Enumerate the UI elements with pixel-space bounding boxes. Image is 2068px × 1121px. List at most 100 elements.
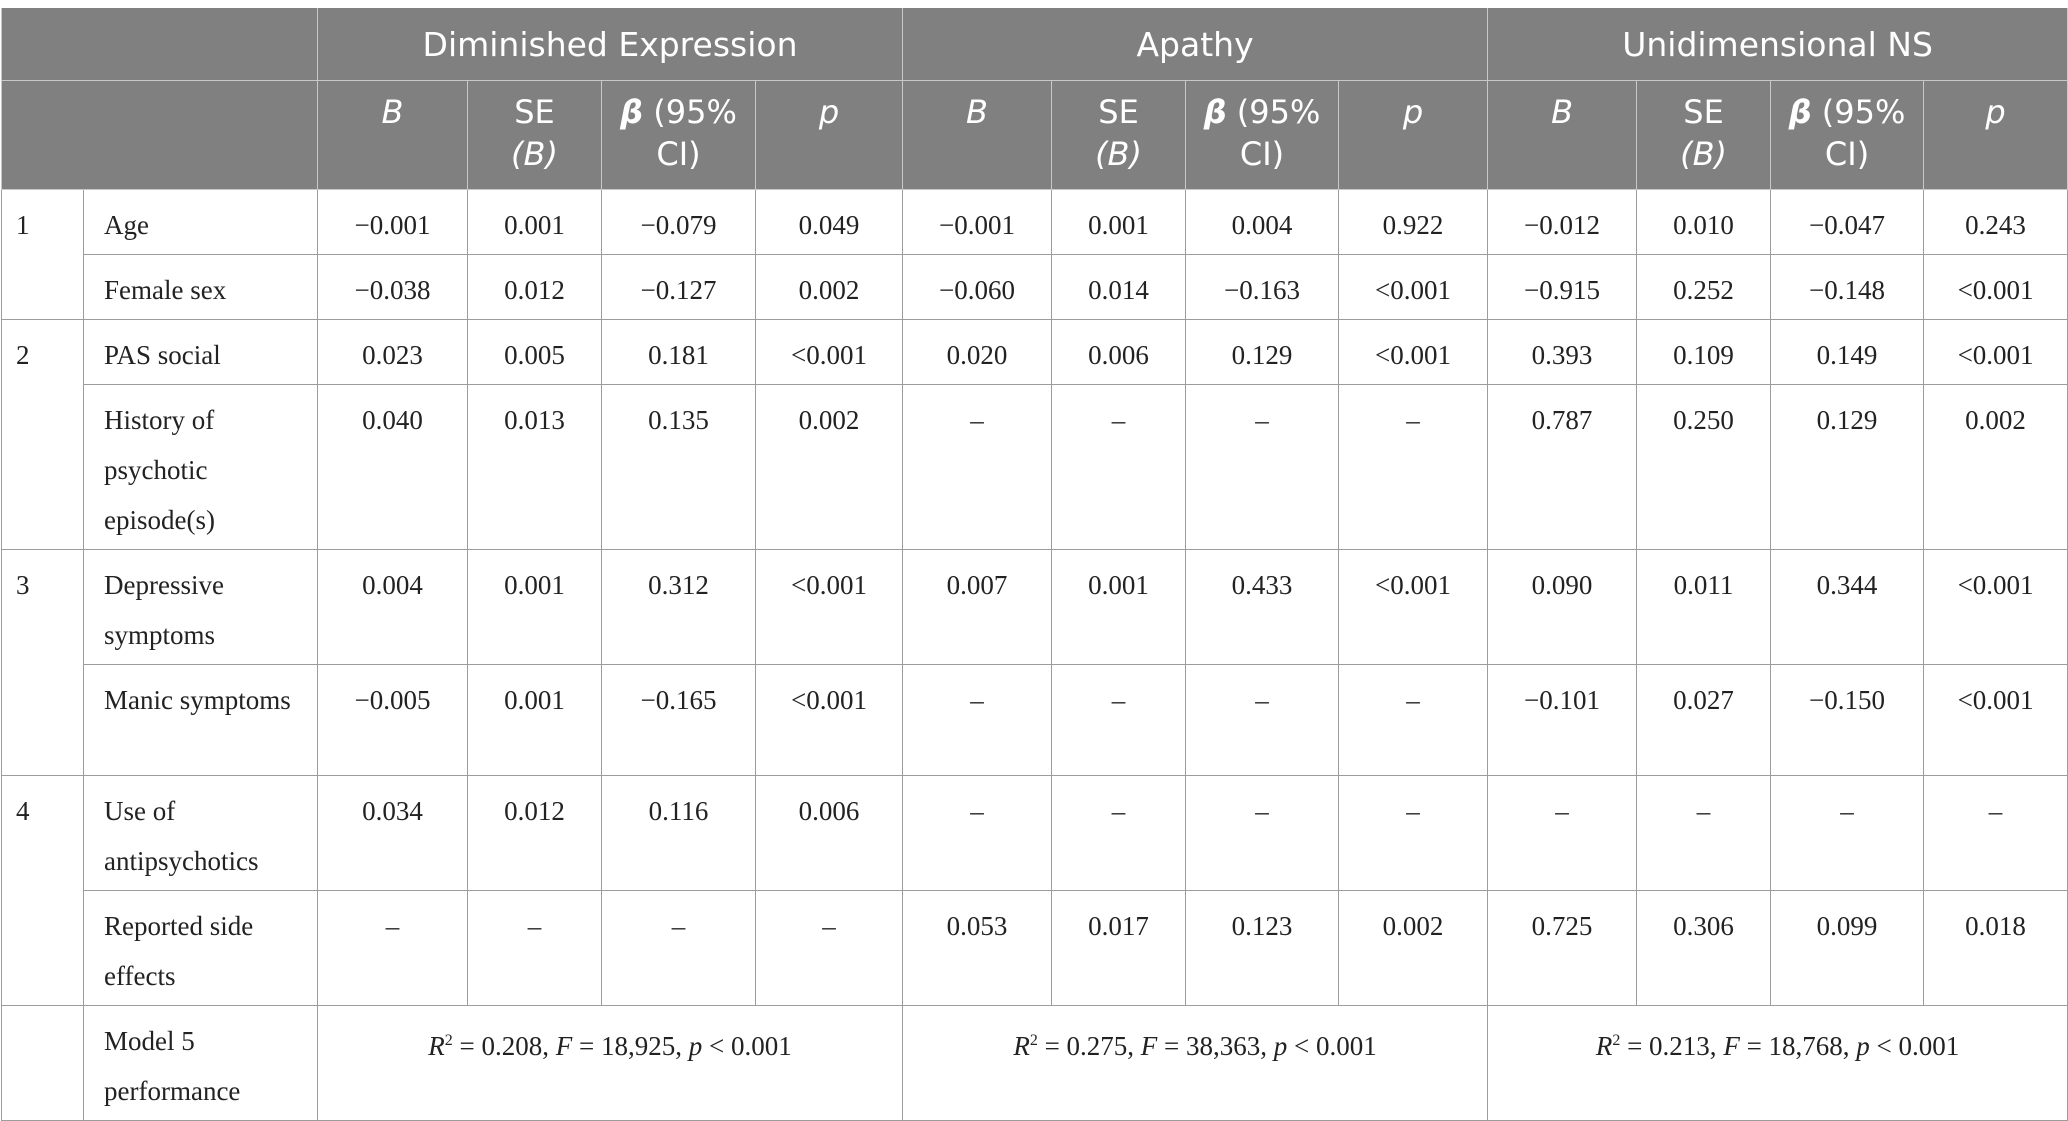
f-value: = 38,363, [1157,1031,1274,1061]
predictor-label: Age [83,189,318,255]
value-cell: 0.012 [467,254,602,320]
predictor-label: Manic symptoms [83,664,318,776]
value-cell: 0.393 [1487,319,1638,385]
column-header-row: B SE (B) β (95% CI) p B SE (B) β (95% CI) p B SE (B) β … [1,80,2068,190]
p-value: < 0.001 [1869,1031,1960,1061]
value-cell: 0.250 [1636,384,1772,550]
predictor-label: Female sex [83,254,318,320]
value-cell: <0.001 [1923,664,2068,776]
table-row: 4 Use of antipsychotics 0.034 0.012 0.116 0.0… [1,775,2068,1006]
r-letter: R [1013,1031,1030,1061]
p-letter: p [1856,1031,1870,1061]
step-number: 3 [1,549,84,776]
f-value: = 18,768, [1739,1031,1857,1061]
value-cell: – [1923,775,2068,891]
predictor-label: PAS social [83,319,318,385]
value-cell: – [902,664,1053,776]
value-cell: 0.017 [1051,890,1187,1006]
col-beta-symbol: β [1788,93,1812,131]
model-fit-stats: R2 = 0.208, F = 18,925, p < 0.001 [316,1005,904,1121]
subheader-blank [1,80,318,190]
table-row: 1 Age −0.001 0.001 −0.079 0.049 −0.001 0.001 0.0… [1,189,2068,320]
value-cell: 0.129 [1770,384,1925,550]
col-p-label: p [1985,93,2006,131]
value-cell: 0.312 [601,549,756,665]
value-cell: – [902,384,1053,550]
value-cell: 0.252 [1636,254,1772,320]
value-cell: 0.001 [467,189,602,255]
value-cell: – [1770,775,1925,891]
r2-value: = 0.213, [1620,1031,1724,1061]
value-cell: 0.004 [317,549,468,665]
value-cell: −0.163 [1185,254,1340,320]
col-header-p-apathy: p [1338,80,1489,190]
model-fit-stats: R2 = 0.213, F = 18,768, p < 0.001 [1487,1005,2068,1121]
r2-value: = 0.208, [452,1031,556,1061]
value-cell: 0.181 [601,319,756,385]
value-cell: 0.005 [467,319,602,385]
value-cell: – [467,890,602,1006]
model-step-blank [1,1005,84,1121]
value-cell: 0.049 [754,189,904,255]
group-header-apathy: Apathy [902,8,1489,81]
value-cell: – [902,775,1053,891]
f-letter: F [1723,1031,1740,1061]
value-cell: −0.012 [1487,189,1638,255]
col-header-p-unidimensional-ns: p [1923,80,2068,190]
r-exponent: 2 [444,1032,453,1049]
value-cell: 0.001 [1051,549,1187,665]
value-cell: <0.001 [1338,254,1489,320]
predictor-label: Reported side effects [83,890,318,1006]
predictor-label: History of psychotic episode(s) [83,384,318,550]
p-value: < 0.001 [1287,1031,1377,1061]
value-cell: 0.001 [467,549,602,665]
value-cell: – [1338,664,1489,776]
r-exponent: 2 [1612,1032,1621,1049]
col-beta-symbol: β [1203,93,1227,131]
value-cell: – [1051,384,1187,550]
col-beta-ci-label-2: CI) [1239,135,1285,173]
col-header-b-apathy: B [902,80,1053,190]
table-body: 1 Age −0.001 0.001 −0.079 0.049 −0.001 0.001 0.0… [1,189,2068,1121]
value-cell: <0.001 [1923,549,2068,665]
value-cell: – [1051,664,1187,776]
table-row: Reported side effects – – – –0.053 0.017 0.123… [2,890,2068,1006]
f-letter: F [1140,1031,1158,1061]
col-header-se-diminished-expression: SE (B) [467,80,602,190]
value-cell: 0.002 [1338,890,1489,1006]
col-beta-ci-label: (95% [1226,93,1321,131]
col-beta-ci-label: (95% [1811,93,1906,131]
value-cell: 0.002 [754,254,904,320]
col-header-b-unidimensional-ns: B [1487,80,1638,190]
value-cell: – [1185,664,1340,776]
col-se-b-label: (B) [511,135,558,173]
value-cell: 0.109 [1636,319,1772,385]
col-header-beta-unidimensional-ns: β (95% CI) [1770,80,1925,190]
value-cell: 0.006 [754,775,904,891]
value-cell: 0.018 [1923,890,2068,1006]
value-cell: 0.123 [1185,890,1340,1006]
value-cell: <0.001 [754,664,904,776]
value-cell: 0.129 [1185,319,1340,385]
value-cell: 0.002 [1923,384,2068,550]
value-cell: 0.306 [1636,890,1772,1006]
col-beta-symbol: β [620,93,644,131]
model-performance-row: Model 5 performance R2 = 0.208, F = 18,92… [1,1005,2068,1121]
r-exponent: 2 [1029,1032,1038,1049]
value-cell: −0.001 [317,189,468,255]
value-cell: – [1487,775,1638,891]
value-cell: 0.149 [1770,319,1925,385]
value-cell: <0.001 [1923,319,2068,385]
predictor-label: Use of antipsychotics [83,775,318,891]
col-header-p-diminished-expression: p [754,80,904,190]
value-cell: 0.002 [754,384,904,550]
value-cell: −0.127 [601,254,756,320]
value-cell: −0.079 [601,189,756,255]
value-cell: – [1338,384,1489,550]
value-cell: – [1185,775,1340,891]
table-row: 2 PAS social 0.023 0.005 0.181 <0.001 0.020 0.0… [1,319,2068,550]
col-se-b-label: (B) [1095,135,1142,173]
col-b-label: B [966,93,988,131]
p-letter: p [688,1031,703,1061]
value-cell: – [317,890,468,1006]
